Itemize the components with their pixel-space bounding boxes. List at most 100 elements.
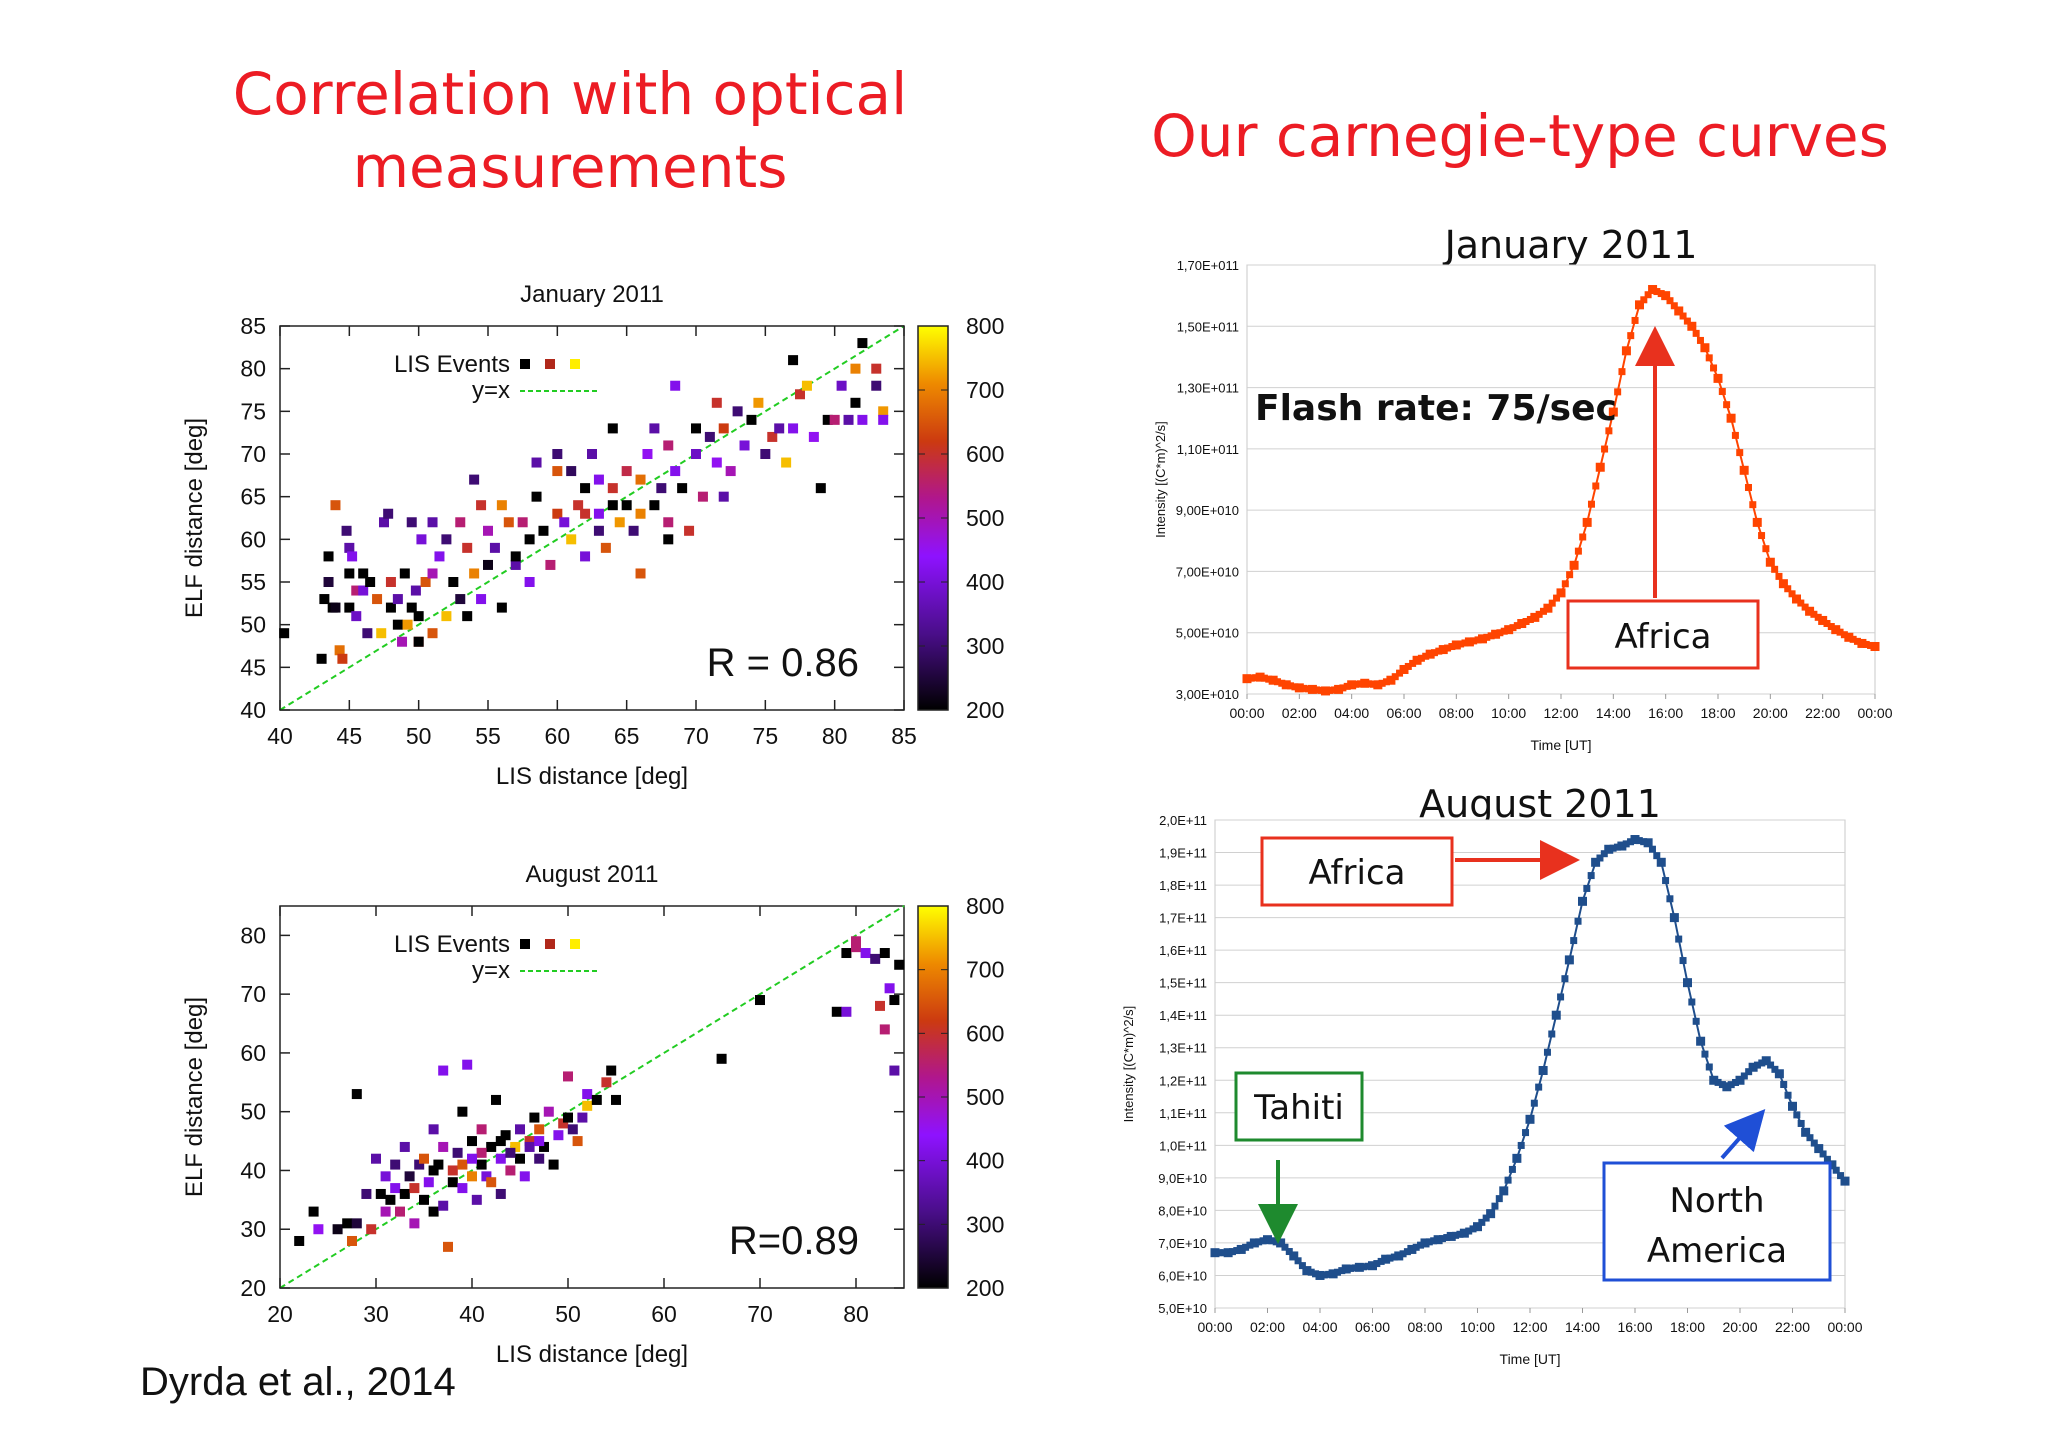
- ln2-data-point: [1268, 675, 1278, 685]
- sc0-y-tick-label: 50: [240, 612, 266, 638]
- ln3-y-axis-label: Intensity [(C*m)^2/s]: [1121, 1006, 1136, 1123]
- ln3-data-point-fill: [1675, 935, 1683, 943]
- ln3-data-point-fill: [1228, 1248, 1236, 1256]
- sc1-data-point: [851, 942, 861, 953]
- ln2-data-point: [1334, 684, 1344, 694]
- sc0-data-point: [392, 594, 403, 605]
- ln2-data-point-fill: [1496, 629, 1504, 637]
- ln2-data-point-fill: [1710, 364, 1718, 372]
- ln2-data-point: [1582, 517, 1592, 527]
- ln3-data-point: [1407, 1244, 1417, 1254]
- sc0-data-point: [663, 534, 674, 545]
- ln2-data-point-fill: [1775, 572, 1783, 580]
- ln2-data-point-fill: [1696, 336, 1704, 344]
- ln2-data-point-fill: [1343, 682, 1351, 690]
- ln3-africa-label: Africa: [1309, 853, 1406, 893]
- sc0-data-point: [760, 449, 771, 459]
- ln3-data-point-fill: [1810, 1139, 1818, 1147]
- sc1-x-tick-label: 60: [651, 1301, 677, 1327]
- ln3-data-point-fill: [1640, 838, 1648, 846]
- ln2-data-point-fill: [1705, 354, 1713, 362]
- sc0-legend-marker-yellow: [570, 359, 580, 369]
- ln3-data-point-fill: [1338, 1267, 1346, 1275]
- ln3-data-point-fill: [1285, 1248, 1293, 1256]
- ln3-y-tick-label: 5,0E+10: [1158, 1301, 1207, 1316]
- sc0-data-point: [538, 525, 549, 536]
- ln2-data-point-fill: [1840, 631, 1848, 639]
- sc1-data-point: [428, 1165, 439, 1176]
- ln3-data-point-fill: [1469, 1225, 1477, 1233]
- ln3-data-point-fill: [1438, 1235, 1446, 1243]
- sc1-data-point: [419, 1153, 429, 1164]
- sc0-data-point: [649, 500, 660, 511]
- ln3-data-point: [1788, 1101, 1797, 1111]
- ln2-data-point: [1700, 343, 1710, 353]
- sc0-data-point: [347, 551, 358, 562]
- sc0-data-point: [795, 389, 805, 400]
- ln3-data-point-fill: [1456, 1230, 1464, 1238]
- ln3-data-point-fill: [1495, 1195, 1503, 1203]
- ln2-data-point: [1805, 606, 1815, 616]
- sc0-data-point: [559, 517, 570, 528]
- sc1-x-axis-label: LIS distance [deg]: [496, 1341, 688, 1368]
- sc0-data-point: [545, 559, 556, 570]
- ln2-data-point: [1595, 462, 1605, 472]
- ln2-data-point-fill: [1579, 533, 1587, 541]
- ln2-data-point-fill: [1666, 297, 1674, 305]
- sc0-data-point: [427, 517, 438, 528]
- sc0-data-point: [593, 525, 604, 536]
- sc0-data-point: [580, 551, 591, 562]
- sc1-data-point: [351, 1218, 362, 1229]
- ln3-y-tick-label: 6,0E+10: [1158, 1268, 1207, 1283]
- sc0-data-point: [279, 628, 290, 639]
- sc0-data-point: [476, 594, 487, 605]
- sc1-data-point: [419, 1194, 429, 1205]
- ln3-data-point: [1551, 1010, 1561, 1020]
- sc0-data-point: [871, 363, 882, 374]
- sc1-data-point: [361, 1188, 372, 1199]
- sc0-data-point: [469, 474, 480, 485]
- sc0-data-point: [691, 449, 701, 459]
- ln3-title: August 2011: [1419, 782, 1661, 826]
- ln3-data-point-fill: [1403, 1248, 1411, 1256]
- ln2-data-point: [1543, 603, 1553, 613]
- ln3-data-point: [1459, 1228, 1469, 1238]
- sc0-data-point: [871, 380, 882, 391]
- ln2-x-tick-label: 04:00: [1334, 705, 1369, 721]
- sc1-data-point: [875, 1000, 885, 1011]
- ln3-data-point-fill: [1478, 1218, 1486, 1226]
- ln2-data-point: [1478, 634, 1487, 644]
- ln2-data-point: [1661, 291, 1671, 301]
- ln3-x-tick-label: 20:00: [1722, 1319, 1757, 1335]
- ln3-data-point-fill: [1259, 1237, 1267, 1245]
- sc1-data-point: [841, 948, 852, 959]
- ln3-data-point-fill: [1333, 1268, 1341, 1276]
- ln2-data-point: [1635, 300, 1644, 310]
- sc0-data-point: [323, 551, 334, 562]
- sc0-data-point: [878, 414, 889, 425]
- ln2-africa-box: [1566, 599, 1760, 670]
- ln3-data-point-fill: [1242, 1243, 1250, 1251]
- ln3-data-point-fill: [1307, 1268, 1315, 1276]
- ln2-data-point-fill: [1265, 675, 1273, 683]
- ln2-data-point-fill: [1422, 652, 1430, 660]
- sc1-data-point: [591, 1094, 602, 1105]
- sc1-data-point: [471, 1194, 482, 1205]
- ln3-data-point-fill: [1390, 1253, 1398, 1261]
- ln2-data-point: [1242, 674, 1252, 684]
- sc0-data-point: [850, 363, 861, 374]
- ln3-data-point-fill: [1312, 1270, 1320, 1278]
- sc1-data-point: [380, 1171, 391, 1182]
- sc1-data-point: [534, 1124, 545, 1135]
- ln2-x-tick-label: 02:00: [1282, 705, 1317, 721]
- sc1-data-point: [889, 1065, 900, 1076]
- ln3-data-point-fill: [1627, 838, 1635, 846]
- sc0-data-point: [614, 517, 625, 528]
- sc0-data-point: [483, 559, 493, 570]
- sc1-data-point: [582, 1100, 593, 1111]
- citation: Dyrda et al., 2014: [140, 1360, 456, 1404]
- sc0-data-point: [483, 525, 493, 536]
- sc0-data-point: [362, 628, 373, 639]
- ln3-north-america-label-line1: North: [1669, 1181, 1764, 1221]
- sc0-data-point: [406, 517, 417, 528]
